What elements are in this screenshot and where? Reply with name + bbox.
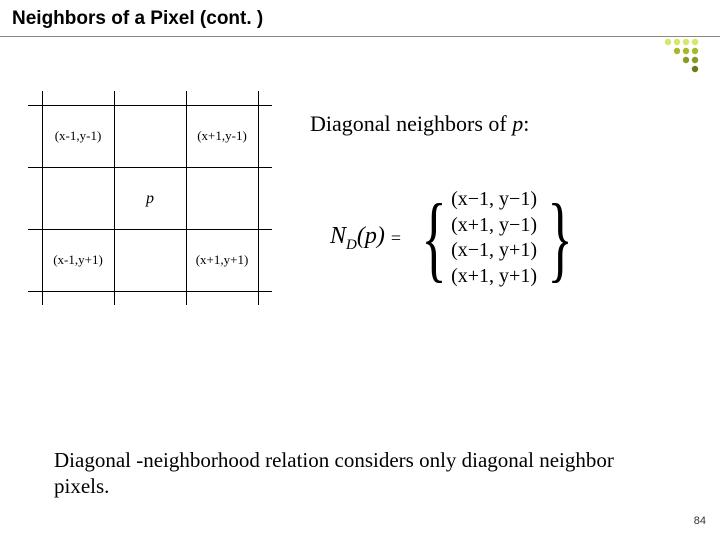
grid-cell-label: (x-1,y-1) — [42, 128, 114, 144]
grid-cell-label: (x+1,y-1) — [186, 128, 258, 144]
heading-var: p — [512, 111, 523, 136]
formula-fn: N — [330, 223, 346, 249]
right-brace-icon: } — [547, 199, 572, 278]
heading-prefix: Diagonal neighbors of — [310, 111, 512, 136]
set-item: (x+1, y−1) — [451, 213, 537, 239]
grid-cell-label: (x+1,y+1) — [186, 252, 258, 268]
heading-suffix: : — [523, 111, 529, 136]
set-item: (x−1, y+1) — [451, 238, 537, 264]
formula-sub: D — [346, 237, 357, 253]
formula: ND(p) = { (x−1, y−1) (x+1, y−1) (x−1, y+… — [330, 187, 577, 289]
grid-cell-label: p — [114, 190, 186, 208]
brace-group: { (x−1, y−1) (x+1, y−1) (x−1, y+1) (x+1,… — [411, 187, 577, 289]
page-number: 84 — [694, 515, 706, 527]
body-text: Diagonal -neighborhood relation consider… — [54, 447, 654, 500]
diagonal-heading: Diagonal neighbors of p: — [310, 111, 529, 137]
grid-cell-label: (x-1,y+1) — [42, 252, 114, 268]
title-bar: Neighbors of a Pixel (cont. ) — [0, 0, 720, 37]
set-item: (x+1, y+1) — [451, 264, 537, 290]
formula-eq: = — [391, 228, 401, 249]
left-brace-icon: { — [421, 199, 446, 278]
set-item: (x−1, y−1) — [451, 187, 537, 213]
page-title: Neighbors of a Pixel (cont. ) — [12, 8, 263, 29]
formula-lhs: ND(p) — [330, 223, 385, 254]
pixel-grid: (x-1,y-1) (x+1,y-1) p (x-1,y+1) (x+1,y+1) — [42, 105, 258, 291]
slide-content: (x-1,y-1) (x+1,y-1) p (x-1,y+1) (x+1,y+1) Di… — [0, 37, 720, 537]
set-items: (x−1, y−1) (x+1, y−1) (x−1, y+1) (x+1, y… — [451, 187, 537, 289]
formula-arg: p — [365, 223, 377, 249]
